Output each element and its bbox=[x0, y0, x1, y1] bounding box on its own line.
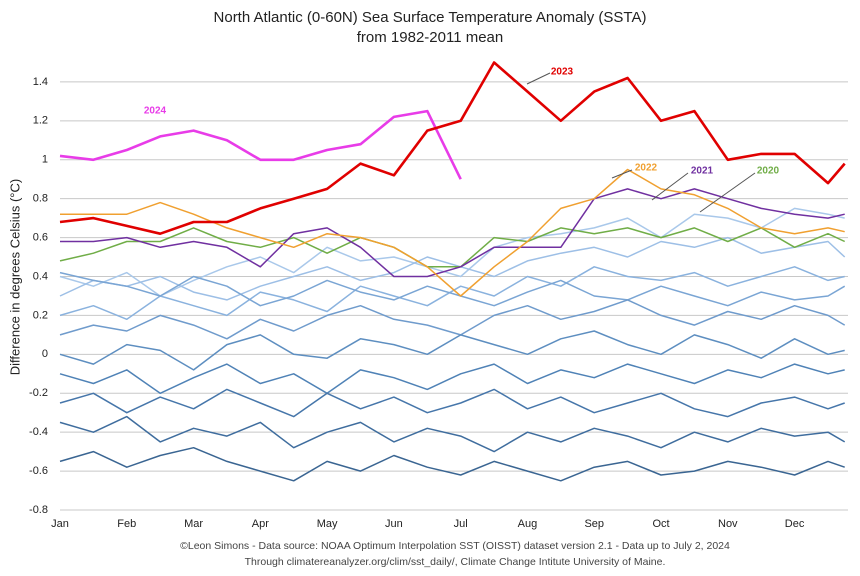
x-tick-label: Aug bbox=[518, 518, 538, 530]
x-tick-label: Dec bbox=[785, 518, 805, 530]
x-tick-label: Nov bbox=[718, 518, 738, 530]
y-tick-label: 0 bbox=[42, 348, 48, 360]
y-tick-label: 0.6 bbox=[33, 231, 48, 243]
series-label: 2024 bbox=[144, 106, 167, 117]
y-tick-label: 0.8 bbox=[33, 193, 48, 205]
y-tick-label: 1.2 bbox=[33, 115, 48, 127]
x-tick-label: Apr bbox=[252, 518, 269, 530]
footer: ©Leon Simons - Data source: NOAA Optimum… bbox=[180, 540, 730, 552]
x-tick-label: Jan bbox=[51, 518, 69, 530]
series-line bbox=[59, 109, 462, 180]
series-line bbox=[59, 415, 846, 453]
x-tick-label: Jul bbox=[454, 518, 468, 530]
series-line bbox=[59, 446, 845, 482]
x-tick-label: May bbox=[317, 518, 338, 530]
series-label: 2020 bbox=[757, 166, 780, 177]
x-tick-label: Jun bbox=[385, 518, 403, 530]
y-tick-label: -0.2 bbox=[29, 387, 48, 399]
chart-subtitle: from 1982-2011 mean bbox=[357, 29, 503, 46]
y-tick-label: -0.4 bbox=[29, 426, 48, 438]
x-tick-label: Feb bbox=[117, 518, 136, 530]
series-line bbox=[59, 330, 845, 371]
series-label: 2023 bbox=[551, 67, 574, 78]
y-tick-label: 1.4 bbox=[33, 76, 48, 88]
y-tick-label: 0.2 bbox=[33, 309, 48, 321]
x-tick-label: Mar bbox=[184, 518, 203, 530]
series-line bbox=[59, 207, 845, 297]
series-label: 2022 bbox=[635, 163, 658, 174]
series-label: 2021 bbox=[691, 166, 714, 177]
leader-line bbox=[651, 172, 689, 201]
footer: Through climatereanalyzer.org/clim/sst_d… bbox=[245, 556, 666, 568]
series-line bbox=[59, 61, 846, 235]
series-line bbox=[59, 363, 845, 395]
x-tick-label: Oct bbox=[652, 518, 669, 530]
leader-line bbox=[699, 172, 756, 213]
chart-title: North Atlantic (0-60N) Sea Surface Tempe… bbox=[214, 9, 647, 26]
leader-line bbox=[611, 169, 633, 179]
series-line bbox=[59, 227, 846, 268]
y-axis-label: Difference in degrees Celsius (°C) bbox=[7, 179, 22, 375]
series-line bbox=[60, 188, 845, 278]
y-tick-label: -0.8 bbox=[29, 504, 48, 516]
series-line bbox=[60, 168, 845, 297]
leader-line bbox=[526, 72, 551, 85]
y-tick-label: 0.4 bbox=[33, 270, 48, 282]
y-tick-label: 1 bbox=[42, 154, 48, 166]
series-line bbox=[59, 266, 845, 321]
x-tick-label: Sep bbox=[584, 518, 604, 530]
series-line bbox=[59, 388, 845, 418]
y-tick-label: -0.6 bbox=[29, 465, 48, 477]
